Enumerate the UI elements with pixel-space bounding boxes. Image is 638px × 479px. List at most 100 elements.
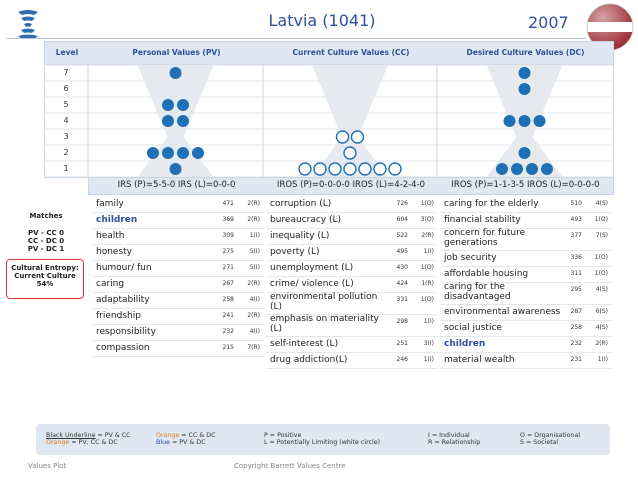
cc-value-label: self-interest (L)	[270, 339, 339, 349]
cc-value-code: 1(I)	[423, 318, 434, 325]
cc-value-dot	[343, 162, 357, 176]
dc-value-row: financial stability 493 1(O)	[440, 212, 612, 229]
dc-value-label: environmental awareness	[444, 307, 561, 317]
cc-value-code: 1(I)	[423, 356, 434, 363]
pv-value-label: children	[96, 215, 138, 225]
cc-value-label: bureaucracy (L)	[270, 215, 342, 225]
dc-value-votes: 232	[570, 340, 582, 347]
pv-irs: IRS (P)=5-5-0 IRS (L)=0-0-0	[117, 180, 236, 190]
legend-blue: Blue = PV & DC	[156, 439, 206, 446]
pv-value-row: compassion 215 7(R)	[92, 340, 264, 357]
dc-value-code: 6(S)	[595, 308, 608, 315]
pv-value-code: 5(I)	[249, 264, 260, 271]
cc-value-votes: 424	[396, 280, 408, 287]
pv-value-code: 2(R)	[247, 200, 260, 207]
pv-value-votes: 258	[222, 296, 234, 303]
cc-value-row: poverty (L) 495 1(I)	[266, 244, 438, 261]
pv-value-dot	[169, 163, 182, 175]
dc-value-votes: 311	[570, 270, 582, 277]
pv-value-row: adaptability 258 4(I)	[92, 292, 264, 309]
cc-value-row: crime/ violence (L) 424 1(R)	[266, 276, 438, 293]
title-divider	[6, 38, 586, 39]
footer-copyright: Copyright Barrett Values Centre	[234, 462, 346, 470]
dc-value-code: 1(I)	[597, 356, 608, 363]
cultural-entropy-box: Cultural Entropy: Current Culture 54%	[6, 259, 84, 299]
dc-value-dot	[518, 147, 531, 159]
level-header: Level	[55, 48, 79, 57]
pv-value-dot	[177, 147, 189, 159]
dc-value-votes: 493	[570, 216, 582, 223]
match-pv-cc: PV - CC 0	[28, 229, 64, 237]
level-label: 6	[63, 84, 69, 93]
cc-value-dot	[358, 162, 372, 176]
legend-societal: S = Societal	[520, 439, 559, 446]
pv-value-votes: 309	[222, 232, 234, 239]
cc-value-dot	[373, 162, 387, 176]
cc-value-code: 1(R)	[421, 280, 434, 287]
cc-value-label: drug addiction(L)	[270, 355, 348, 365]
cc-value-code: 2(R)	[421, 232, 434, 239]
level-label: 2	[63, 148, 69, 157]
dc-value-votes: 510	[570, 200, 582, 207]
match-cc-dc: CC - DC 0	[27, 237, 65, 245]
match-pv-dc: PV - DC 1	[27, 245, 65, 253]
dc-value-label: children	[444, 339, 486, 349]
dc-value-row: children 232 2(R)	[440, 336, 612, 353]
cc-iros: IROS (P)=0-0-0-0 IROS (L)=4-2-4-0	[276, 180, 426, 190]
level-label: 5	[63, 100, 69, 109]
cc-value-votes: 430	[396, 264, 408, 271]
dc-value-code: 1(O)	[594, 254, 608, 261]
pv-value-code: 2(R)	[247, 280, 260, 287]
dc-value-dot	[496, 163, 508, 175]
pv-value-label: adaptability	[96, 295, 150, 305]
dc-header: Desired Culture Values (DC)	[466, 48, 585, 57]
cc-value-votes: 604	[396, 216, 408, 223]
level-label: 1	[63, 164, 69, 173]
cc-value-row: unemployment (L) 430 1(O)	[266, 260, 438, 277]
dc-value-label: job security	[444, 253, 497, 263]
pv-value-label: honesty	[96, 247, 132, 257]
pv-value-votes: 369	[222, 216, 234, 223]
pv-value-dot	[192, 147, 204, 159]
dc-value-label: material wealth	[444, 355, 515, 365]
pv-value-row: humour/ fun 271 5(I)	[92, 260, 264, 277]
dc-value-label: affordable housing	[444, 269, 529, 279]
legend-panel: Black Underline = PV & CC Orange = PV, C…	[36, 424, 610, 455]
cc-value-row: environmental pollution (L) 331 1(O)	[266, 292, 438, 315]
dc-value-code: 2(R)	[595, 340, 608, 347]
pv-header: Personal Values (PV)	[132, 48, 221, 57]
cc-value-dot	[313, 162, 327, 176]
dc-value-dot	[518, 115, 531, 127]
plot-header: Level Personal Values (PV) Current Cultu…	[44, 41, 614, 65]
dc-value-row: job security 336 1(O)	[440, 250, 612, 267]
cc-value-label: environmental pollution (L)	[270, 292, 378, 312]
dc-value-dot	[526, 163, 538, 175]
pv-value-row: family 471 2(R)	[92, 196, 264, 213]
dc-value-code: 4(S)	[595, 200, 608, 207]
dc-value-votes: 258	[570, 324, 582, 331]
pv-value-code: 4(I)	[249, 296, 260, 303]
cc-value-row: inequality (L) 522 2(R)	[266, 228, 438, 245]
legend-orange-all: Orange = PV, CC & DC	[46, 439, 118, 446]
legend-orange-cc-dc: Orange = CC & DC	[156, 432, 216, 439]
cc-value-label: unemployment (L)	[270, 263, 354, 273]
cc-value-row: bureaucracy (L) 604 3(O)	[266, 212, 438, 229]
pv-hourglass-shape	[137, 65, 214, 177]
legend-individual: I = Individual	[428, 432, 470, 439]
pv-value-dot	[147, 147, 159, 159]
dc-value-row: material wealth 231 1(I)	[440, 352, 612, 369]
dc-value-code: 1(O)	[594, 216, 608, 223]
cc-value-votes: 298	[396, 318, 408, 325]
pv-value-label: caring	[96, 279, 125, 289]
pv-value-code: 2(R)	[247, 216, 260, 223]
legend-positive: P = Positive	[264, 432, 302, 439]
cc-value-votes: 522	[396, 232, 408, 239]
dc-value-label: caring for the disadvantaged	[444, 282, 511, 302]
cc-value-label: poverty (L)	[270, 247, 320, 257]
legend-black-underline: Black Underline = PV & CC	[46, 432, 131, 439]
pv-value-row: health 309 1(I)	[92, 228, 264, 245]
pv-value-label: friendship	[96, 311, 141, 321]
pv-value-dot	[162, 99, 174, 111]
dc-value-row: affordable housing 311 1(O)	[440, 266, 612, 283]
cc-value-code: 3(O)	[420, 216, 434, 223]
